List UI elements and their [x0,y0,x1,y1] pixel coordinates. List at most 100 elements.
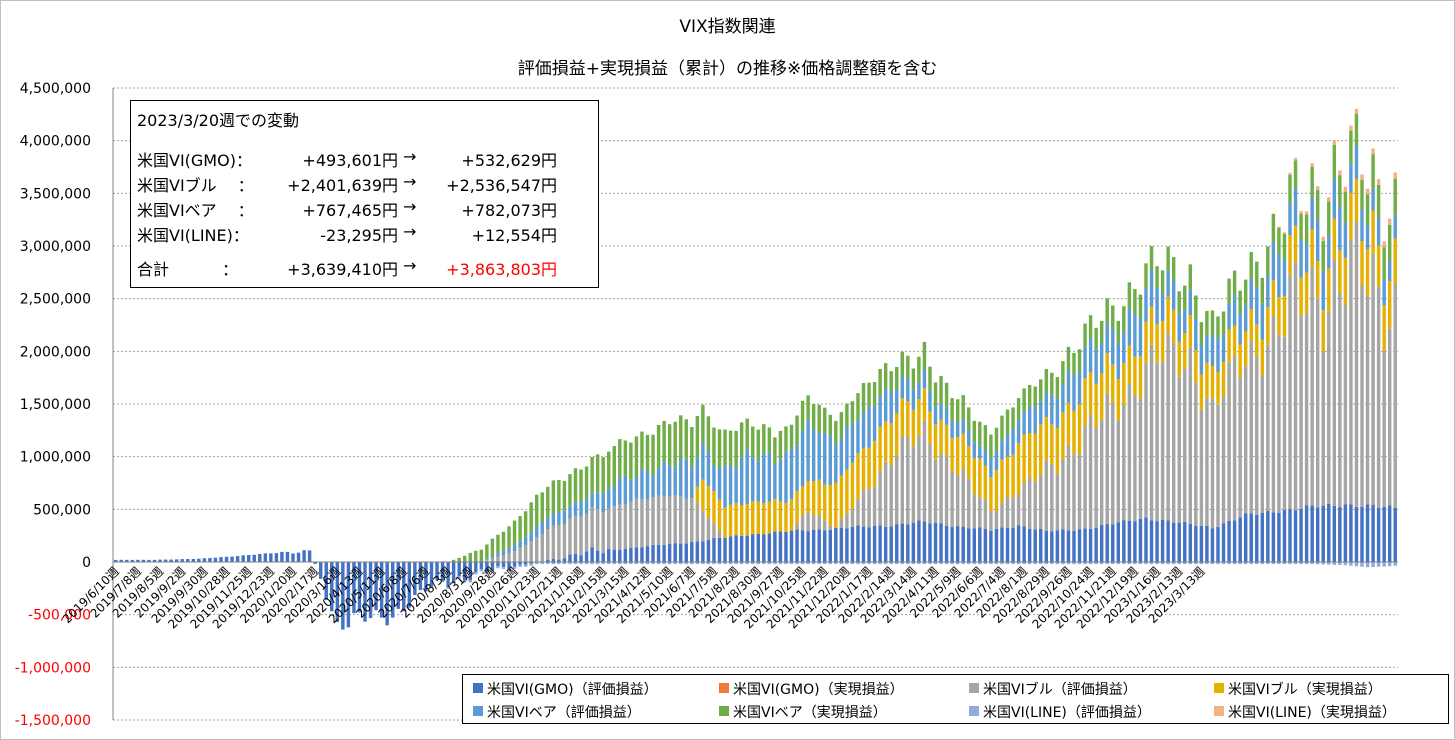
bar-segment [1327,268,1331,312]
bar-segment [1044,460,1049,531]
bar-segment [850,508,855,527]
bar-segment [1133,313,1137,357]
bar-segment [1199,374,1204,410]
bar-segment [1365,295,1370,505]
bar-segment [1338,507,1342,562]
bar-segment [1199,345,1204,375]
bar-segment [1243,279,1248,306]
bar-segment [523,536,528,546]
bar-segment [557,524,561,560]
bar-segment [1360,179,1364,210]
bar-segment [933,382,938,407]
bar-segment [1293,157,1298,161]
bar-segment [950,527,954,562]
bar-segment [895,389,899,413]
bar-segment [1238,377,1242,518]
bar-segment [961,419,965,434]
bar-segment [1349,163,1353,193]
bar-segment [823,530,827,562]
bar-segment [662,461,666,497]
bar-segment [1271,315,1276,513]
bar-segment [1111,403,1115,525]
bar-segment [1099,320,1104,344]
bar-segment [1166,333,1170,521]
bar-segment [568,518,572,555]
bar-segment [1188,347,1193,524]
bar-segment [1083,425,1087,529]
bar-segment [546,517,550,530]
bar-segment [767,533,772,562]
bar-segment [1376,507,1381,562]
bar-segment [496,556,500,562]
bar-segment [1077,371,1082,405]
bar-segment [407,562,412,608]
bar-segment [208,558,212,562]
bar-segment [1000,459,1004,503]
bar-segment [1310,505,1314,562]
bar-segment [944,562,949,565]
bar-segment [1133,356,1137,396]
bar-segment [1183,562,1187,565]
bar-segment [756,461,760,502]
bar-segment [922,562,927,565]
bar-segment [496,534,500,554]
bar-segment [1321,505,1325,562]
bar-segment [795,562,799,565]
bar-segment [607,508,611,549]
bar-segment [1066,562,1071,565]
bar-segment [1077,562,1082,565]
bar-segment [933,459,938,523]
bar-segment [994,470,999,512]
bar-segment [518,547,522,562]
bar-segment [457,562,461,577]
bar-segment [950,438,954,472]
bar-segment [1177,376,1181,523]
bar-segment [1327,503,1331,562]
bar-segment [1321,236,1325,241]
bar-segment [1094,327,1098,349]
bar-segment [1387,280,1392,329]
bar-segment [1138,318,1143,357]
y-tick-label: 4,500,000 [20,81,91,97]
bar-segment [712,491,716,524]
bar-segment [1210,366,1215,399]
bar-segment [961,469,965,527]
legend-swatch [1214,706,1224,716]
bar-segment [900,523,904,562]
bar-segment [1111,328,1115,365]
bar-segment [523,545,528,562]
bar-segment [1327,197,1331,202]
bar-segment [1382,506,1386,562]
bar-segment [1122,405,1126,521]
bar-segment [701,404,705,444]
bar-segment [723,429,727,466]
bar-segment [983,528,988,562]
bar-segment [1011,527,1015,562]
bar-segment [1338,250,1342,293]
bar-segment [1343,258,1348,306]
bar-segment [1216,338,1220,372]
bar-segment [679,562,683,565]
bar-segment [684,562,688,565]
bar-segment [1061,459,1065,530]
bar-segment [1183,521,1187,562]
bar-segment [352,562,356,614]
bar-segment [1393,562,1397,566]
bar-segment [474,550,478,562]
bar-segment [922,420,927,522]
bar-segment [717,429,722,469]
bar-segment [1282,233,1287,260]
bar-segment [1000,415,1004,441]
bar-segment [889,391,893,424]
bar-segment [673,495,677,544]
bar-segment [690,427,694,468]
bar-segment [1027,406,1032,434]
bar-segment [778,459,783,502]
bar-segment [839,562,844,565]
bar-segment [944,455,949,526]
bar-segment [1005,409,1010,435]
bar-segment [1149,344,1154,521]
legend-swatch [1214,683,1224,693]
bar-segment [773,463,777,500]
arrow-icon: → [403,197,417,216]
